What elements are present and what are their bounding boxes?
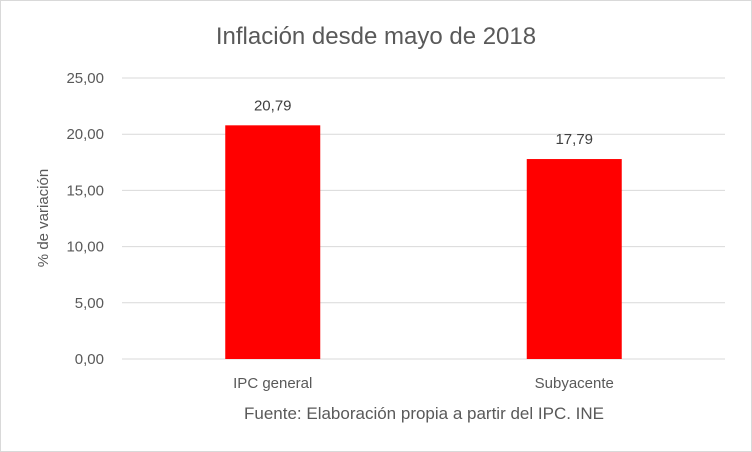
bar [526,159,622,359]
y-tick-label: 0,00 [75,351,104,368]
y-tick-label: 25,00 [66,70,104,87]
data-labels: 20,79 17,79 [254,97,593,148]
y-tick-labels: 0,00 5,00 10,00 15,00 20,00 25,00 [66,70,104,368]
data-label: 17,79 [555,131,593,148]
data-label: 20,79 [254,97,292,114]
category-label: IPC general [233,375,312,392]
source-note: Fuente: Elaboración propia a partir del … [244,404,604,423]
category-labels: IPC general Subyacente [233,375,614,392]
bars [225,125,622,359]
y-tick-label: 10,00 [66,239,104,256]
y-tick-label: 5,00 [75,295,104,312]
y-tick-label: 20,00 [66,126,104,143]
bar [225,125,321,359]
category-label: Subyacente [535,375,614,392]
y-axis-label: % de variación [35,169,52,267]
gridlines [122,77,725,360]
y-tick-label: 15,00 [66,182,104,199]
chart-title: Inflación desde mayo de 2018 [216,23,536,50]
